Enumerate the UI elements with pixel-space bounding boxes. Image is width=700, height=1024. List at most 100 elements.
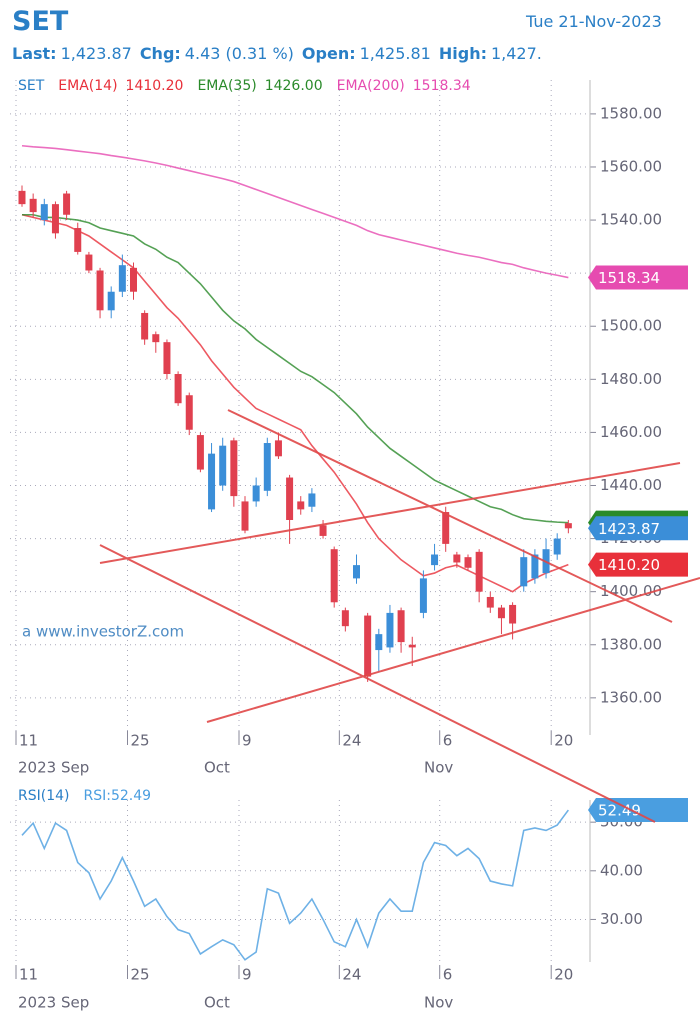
legend-value: 1426.00 xyxy=(264,78,323,94)
candle-body xyxy=(230,440,238,497)
x-tick-label: 9 xyxy=(242,966,252,984)
symbol: SET xyxy=(12,6,69,37)
stat-value: 1,425.81 xyxy=(359,44,431,63)
candle-body xyxy=(419,578,427,613)
panel-title: RSI(14) xyxy=(18,788,70,804)
trend-line xyxy=(227,409,673,623)
stat-label: High: xyxy=(438,44,487,63)
y-tick-label: 1580.00 xyxy=(600,104,662,122)
date: Tue 21-Nov-2023 xyxy=(526,12,662,31)
y-tick-label: 1500.00 xyxy=(600,317,662,335)
x-tick-label: 11 xyxy=(19,966,38,984)
stat-value: 1,423.87 xyxy=(60,44,132,63)
series-line xyxy=(21,213,569,593)
value-badge-label: 1423.87 xyxy=(598,520,660,538)
candle-body xyxy=(453,554,461,563)
legend-symbol: SET xyxy=(18,78,45,94)
y-tick-label: 1540.00 xyxy=(600,211,662,229)
candle-body xyxy=(553,538,561,555)
x-tick-label: 25 xyxy=(131,732,150,750)
candle-body xyxy=(29,198,37,213)
value-badge xyxy=(588,265,688,290)
y-tick-label: 30.00 xyxy=(600,910,643,928)
y-tick-label: 1480.00 xyxy=(600,370,662,388)
x-tick-label: 20 xyxy=(554,966,573,984)
stat-label: Last: xyxy=(12,44,57,63)
candle-body xyxy=(152,334,160,343)
stat-value: 4.43 (0.31 %) xyxy=(184,44,294,63)
y-tick-label: 40.00 xyxy=(600,861,643,879)
candle-body xyxy=(40,204,48,221)
candle-body xyxy=(74,228,82,252)
candle-body xyxy=(118,265,126,292)
candle-body xyxy=(219,445,227,486)
trend-line xyxy=(99,462,681,564)
period-label: Nov xyxy=(424,994,453,1012)
candle-body xyxy=(208,453,216,510)
candle-body xyxy=(408,644,416,648)
y-tick-label: 1560.00 xyxy=(600,157,662,175)
x-tick-label: 20 xyxy=(554,732,573,750)
candle-body xyxy=(475,551,483,592)
period-label: Oct xyxy=(204,994,230,1012)
series-line xyxy=(21,809,569,961)
series-line xyxy=(22,213,569,524)
legend-value: 52.49 xyxy=(110,788,152,804)
legend-name: EMA(35) xyxy=(197,78,257,94)
stat-label: Chg: xyxy=(139,44,181,63)
value-badge-label: 52.49 xyxy=(598,802,641,820)
period-label: 2023 Sep xyxy=(18,994,89,1012)
candle-body xyxy=(85,254,93,271)
candle-body xyxy=(531,554,539,579)
candle-body xyxy=(185,395,193,430)
x-tick-label: 6 xyxy=(443,732,453,750)
x-tick-label: 6 xyxy=(443,966,453,984)
candle-body xyxy=(18,190,26,205)
y-tick-label: 1440.00 xyxy=(600,476,662,494)
value-badge xyxy=(588,552,688,577)
candle-body xyxy=(286,477,294,520)
x-tick-label: 24 xyxy=(342,966,361,984)
candle-body xyxy=(51,204,59,234)
legend-value: 1518.34 xyxy=(412,78,471,94)
legend: RSI(14) RSI:52.49 xyxy=(18,788,165,804)
value-badge xyxy=(588,516,688,541)
legend-name: EMA(200) xyxy=(336,78,405,94)
candle-body xyxy=(107,291,115,311)
candle-body xyxy=(330,549,338,603)
value-badge-label: 1518.34 xyxy=(598,269,660,287)
y-tick-label: 1360.00 xyxy=(600,688,662,706)
x-tick-label: 25 xyxy=(131,966,150,984)
candle-body xyxy=(274,440,282,457)
x-tick-label: 11 xyxy=(19,732,38,750)
candle-body xyxy=(375,634,383,651)
candle-body xyxy=(341,610,349,627)
candle-body xyxy=(96,270,104,311)
candle-body xyxy=(497,607,505,619)
candle-body xyxy=(130,267,137,292)
candle-body xyxy=(509,604,517,624)
candle-body xyxy=(297,501,305,510)
legend-name: RSI: xyxy=(83,788,111,804)
candle-body xyxy=(174,374,182,404)
trend-line xyxy=(99,544,656,823)
candle-body xyxy=(241,501,249,531)
period-label: 2023 Sep xyxy=(18,759,89,777)
trend-line xyxy=(206,577,700,723)
candle-body xyxy=(442,512,450,544)
legend-value: 1410.20 xyxy=(125,78,184,94)
stats: Last: 1,423.87 Chg: 4.43 (0.31 %) Open: 1,425… xyxy=(12,44,550,63)
period-label: Oct xyxy=(204,759,230,777)
y-tick-label: 1460.00 xyxy=(600,423,662,441)
legend-name: EMA(14) xyxy=(58,78,118,94)
candle-body xyxy=(431,554,439,566)
value-badge xyxy=(588,798,688,823)
candle-body xyxy=(397,610,405,643)
watermark: a www.investorZ.com xyxy=(22,623,184,641)
candle-body xyxy=(353,565,360,579)
candle-body xyxy=(252,485,260,502)
candle-body xyxy=(486,596,494,608)
candle-body xyxy=(263,443,271,491)
x-tick-label: 9 xyxy=(242,732,252,750)
